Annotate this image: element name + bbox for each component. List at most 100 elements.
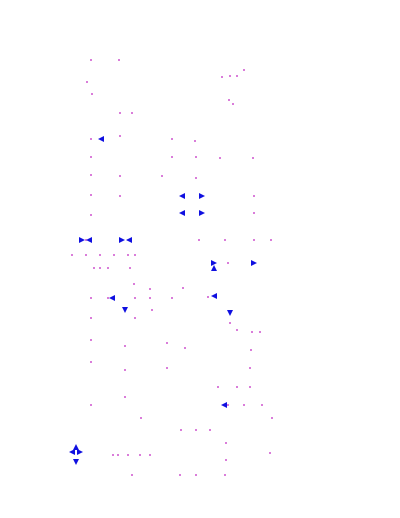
- dot: [90, 361, 92, 363]
- dot: [270, 239, 272, 241]
- dot: [119, 175, 121, 177]
- dot: [161, 175, 163, 177]
- arrowhead: [109, 295, 115, 301]
- dot: [71, 254, 73, 256]
- arrowhead: [211, 265, 217, 271]
- dot: [112, 454, 114, 456]
- dot: [90, 339, 92, 341]
- dot: [151, 309, 153, 311]
- dot: [149, 454, 151, 456]
- dot: [90, 59, 92, 61]
- arrowhead: [251, 260, 257, 266]
- dot: [107, 267, 109, 269]
- dot: [131, 474, 133, 476]
- dot: [124, 396, 126, 398]
- dot: [195, 156, 197, 158]
- dot: [227, 404, 229, 406]
- dot: [85, 254, 87, 256]
- arrowhead: [69, 449, 75, 455]
- dot: [149, 288, 151, 290]
- dot: [249, 386, 251, 388]
- dot: [119, 195, 121, 197]
- dot: [124, 345, 126, 347]
- arrowhead: [211, 260, 217, 266]
- dot: [149, 297, 151, 299]
- dot: [269, 452, 271, 454]
- dot: [217, 386, 219, 388]
- dot: [195, 429, 197, 431]
- dot: [253, 212, 255, 214]
- dot: [113, 254, 115, 256]
- dot: [227, 262, 229, 264]
- dot: [129, 267, 131, 269]
- dot: [219, 157, 221, 159]
- dot: [134, 297, 136, 299]
- dot: [117, 454, 119, 456]
- dot: [207, 296, 209, 298]
- dot: [134, 254, 136, 256]
- dot: [171, 297, 173, 299]
- dot: [133, 283, 135, 285]
- dot: [140, 417, 142, 419]
- dot: [243, 69, 245, 71]
- dot: [195, 177, 197, 179]
- dot: [90, 214, 92, 216]
- dot: [243, 404, 245, 406]
- dot: [171, 156, 173, 158]
- arrowhead: [199, 210, 205, 216]
- dot: [224, 474, 226, 476]
- dot: [119, 135, 121, 137]
- dot: [252, 157, 254, 159]
- dot: [131, 112, 133, 114]
- arrowhead: [119, 237, 125, 243]
- dot: [139, 454, 141, 456]
- dot: [90, 404, 92, 406]
- dot: [249, 367, 251, 369]
- dot: [119, 112, 121, 114]
- arrowhead: [227, 310, 233, 316]
- dot: [180, 429, 182, 431]
- dot: [179, 474, 181, 476]
- dot: [90, 297, 92, 299]
- dot: [118, 59, 120, 61]
- dot: [225, 442, 227, 444]
- dot: [271, 417, 273, 419]
- dot: [90, 174, 92, 176]
- arrowhead: [79, 237, 85, 243]
- dot: [250, 349, 252, 351]
- dot: [259, 331, 261, 333]
- dot: [90, 194, 92, 196]
- dot: [195, 474, 197, 476]
- dot: [107, 297, 109, 299]
- dot: [134, 317, 136, 319]
- arrowhead: [86, 237, 92, 243]
- dot: [184, 347, 186, 349]
- dot: [124, 369, 126, 371]
- dot: [182, 287, 184, 289]
- arrowhead: [179, 210, 185, 216]
- dot: [253, 195, 255, 197]
- dot: [91, 93, 93, 95]
- arrowhead: [73, 444, 79, 450]
- dot: [253, 239, 255, 241]
- dot: [166, 342, 168, 344]
- arrowhead: [122, 307, 128, 313]
- dot: [229, 75, 231, 77]
- dot: [90, 156, 92, 158]
- arrowhead: [77, 449, 83, 455]
- dot: [166, 367, 168, 369]
- dot: [225, 459, 227, 461]
- dot: [171, 138, 173, 140]
- dot: [224, 239, 226, 241]
- dot: [236, 329, 238, 331]
- dot: [198, 239, 200, 241]
- dot: [261, 404, 263, 406]
- dot: [228, 99, 230, 101]
- dot: [232, 103, 234, 105]
- dot: [90, 138, 92, 140]
- dot: [229, 322, 231, 324]
- dot: [99, 254, 101, 256]
- dot: [127, 454, 129, 456]
